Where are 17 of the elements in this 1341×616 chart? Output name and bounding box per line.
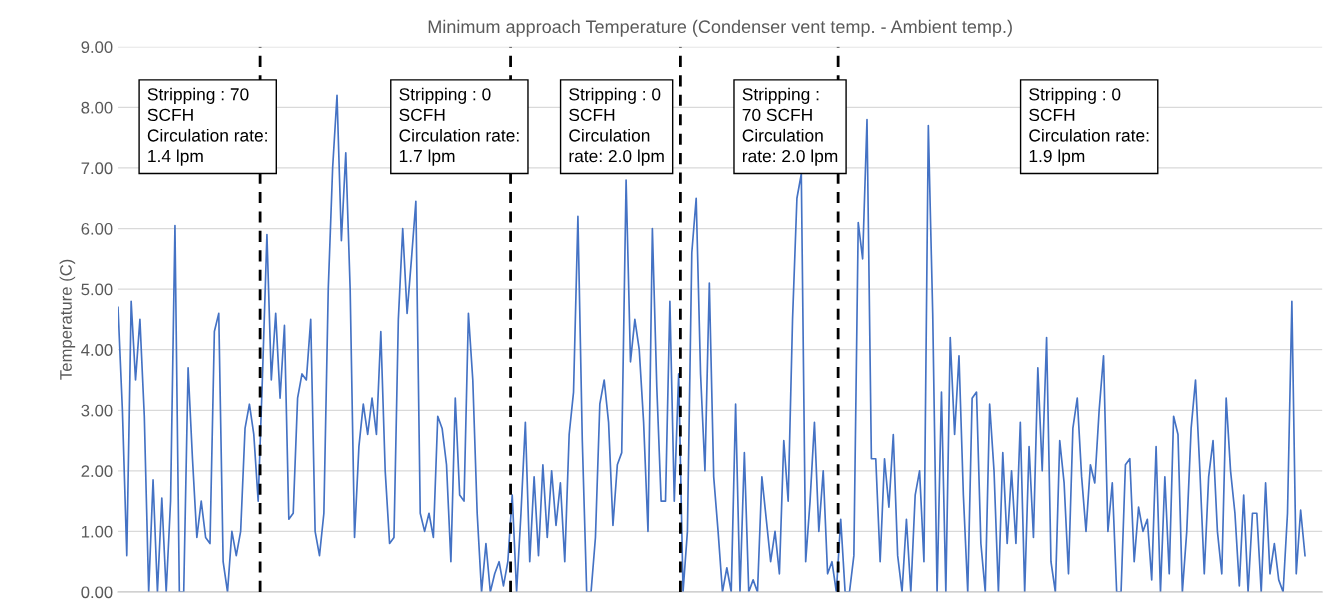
annotation: Stripping : 0 SCFH Circulation rate: 2.0 lpm xyxy=(569,87,664,166)
annotation: Stripping : 70 SCFH Circulation rate: 1.4 lpm xyxy=(147,87,267,166)
chart-title: Minimum approach Temperature (Condenser vent temp. - Ambient temp.) xyxy=(428,19,1012,37)
y-tick-label: 0.00 xyxy=(81,586,113,599)
annotation: Stripping : 70 SCFH Circulation rate: 2.0 lpm xyxy=(742,87,838,166)
y-tick-label: 1.00 xyxy=(81,525,113,538)
annotation: Stripping : 0 SCFH Circulation rate: 1.9 lpm xyxy=(1029,87,1149,166)
y-tick-label: 5.00 xyxy=(81,283,113,296)
y-tick-label: 9.00 xyxy=(81,41,113,54)
y-tick-label: 4.00 xyxy=(81,344,113,356)
y-tick-label: 2.00 xyxy=(81,465,113,478)
y-axis-title: Temperature (C) xyxy=(59,259,76,380)
y-tick-label: 8.00 xyxy=(81,101,113,114)
y-tick-label: 7.00 xyxy=(81,162,113,175)
y-tick-label: 6.00 xyxy=(81,222,113,235)
annotation: Stripping : 0 SCFH Circulation rate: 1.7 lpm xyxy=(399,87,519,166)
y-tick-label: 3.00 xyxy=(81,404,113,417)
